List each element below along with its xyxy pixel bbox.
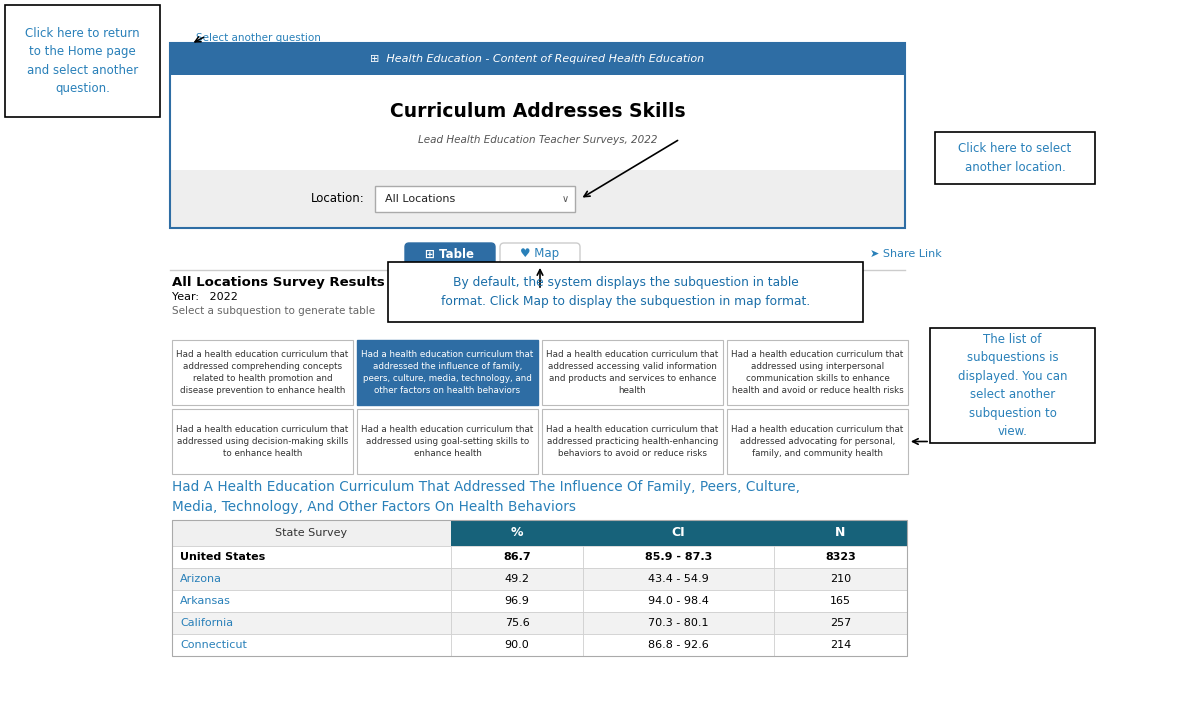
Text: 49.2: 49.2 <box>504 574 529 584</box>
Text: 86.7: 86.7 <box>503 552 531 562</box>
Bar <box>451 634 583 656</box>
Text: 86.8 - 92.6: 86.8 - 92.6 <box>648 640 709 650</box>
Text: 257: 257 <box>829 618 851 628</box>
Text: %: % <box>510 526 523 539</box>
FancyBboxPatch shape <box>405 243 495 265</box>
Text: ♥ Map: ♥ Map <box>521 248 559 261</box>
Bar <box>583 546 774 568</box>
Text: California: California <box>180 618 233 628</box>
Text: Lead Health Education Teacher Surveys, 2022: Lead Health Education Teacher Surveys, 2… <box>418 134 657 144</box>
Bar <box>170 43 905 75</box>
Text: 70.3 - 80.1: 70.3 - 80.1 <box>648 618 709 628</box>
Bar <box>583 590 774 612</box>
Bar <box>375 186 575 212</box>
Bar <box>172 590 451 612</box>
Text: 94.0 - 98.4: 94.0 - 98.4 <box>648 596 709 606</box>
Text: State Survey: State Survey <box>275 528 348 538</box>
Text: United States: United States <box>180 552 265 562</box>
Bar <box>357 340 538 405</box>
Text: 165: 165 <box>831 596 851 606</box>
Bar <box>451 590 583 612</box>
Text: Year:   2022: Year: 2022 <box>172 292 238 302</box>
Text: 85.9 - 87.3: 85.9 - 87.3 <box>645 552 712 562</box>
Text: 96.9: 96.9 <box>504 596 529 606</box>
Text: Had a health education curriculum that
addressed comprehending concepts
related : Had a health education curriculum that a… <box>177 350 349 395</box>
Bar <box>451 612 583 634</box>
Text: 210: 210 <box>831 574 851 584</box>
Text: 8323: 8323 <box>825 552 856 562</box>
Bar <box>451 568 583 590</box>
Text: ∨: ∨ <box>562 194 569 204</box>
Bar <box>451 546 583 568</box>
Bar <box>172 409 353 474</box>
Text: 43.4 - 54.9: 43.4 - 54.9 <box>648 574 709 584</box>
Bar <box>774 612 907 634</box>
Text: Arkansas: Arkansas <box>180 596 231 606</box>
Text: Select another question: Select another question <box>196 33 321 43</box>
Text: Had a health education curriculum that
addressed practicing health-enhancing
beh: Had a health education curriculum that a… <box>546 425 718 458</box>
Bar <box>172 612 451 634</box>
Bar <box>774 520 907 546</box>
Text: Select a subquestion to generate table: Select a subquestion to generate table <box>172 306 375 316</box>
Bar <box>388 262 863 322</box>
Bar <box>172 568 451 590</box>
Text: Location:: Location: <box>311 192 364 205</box>
Bar <box>172 546 451 568</box>
Bar <box>172 520 451 546</box>
Text: 214: 214 <box>829 640 851 650</box>
Bar <box>774 590 907 612</box>
Text: Connecticut: Connecticut <box>180 640 247 650</box>
Bar <box>583 612 774 634</box>
Text: Had a health education curriculum that
addressed accessing valid information
and: Had a health education curriculum that a… <box>546 350 718 395</box>
Bar <box>930 328 1095 443</box>
Text: Curriculum Addresses Skills: Curriculum Addresses Skills <box>390 102 685 121</box>
Text: 90.0: 90.0 <box>504 640 529 650</box>
Text: All Locations Survey Results: All Locations Survey Results <box>172 276 385 289</box>
Bar <box>172 634 451 656</box>
Bar <box>543 409 723 474</box>
Bar <box>583 568 774 590</box>
Bar <box>727 340 908 405</box>
Text: Had A Health Education Curriculum That Addressed The Influence Of Family, Peers,: Had A Health Education Curriculum That A… <box>172 480 799 513</box>
Text: ⊞  Health Education - Content of Required Health Education: ⊞ Health Education - Content of Required… <box>370 54 705 64</box>
Text: ⊞ Table: ⊞ Table <box>425 248 474 261</box>
Text: Had a health education curriculum that
addressed advocating for personal,
family: Had a health education curriculum that a… <box>731 425 903 458</box>
Bar <box>934 132 1095 184</box>
Text: Click here to return
to the Home page
and select another
question.: Click here to return to the Home page an… <box>25 27 140 95</box>
Bar <box>170 75 905 170</box>
Bar <box>172 520 907 656</box>
Text: All Locations: All Locations <box>385 194 455 204</box>
Bar <box>583 520 774 546</box>
Text: N: N <box>835 526 846 539</box>
Text: ➤ Share Link: ➤ Share Link <box>870 249 942 259</box>
Text: CI: CI <box>672 526 685 539</box>
Text: Arizona: Arizona <box>180 574 222 584</box>
Bar <box>451 520 583 546</box>
Bar <box>774 568 907 590</box>
Text: Had a health education curriculum that
addressed using goal-setting skills to
en: Had a health education curriculum that a… <box>361 425 534 458</box>
Bar <box>170 170 905 228</box>
Bar <box>727 409 908 474</box>
Bar <box>774 546 907 568</box>
Text: Had a health education curriculum that
addressed using decision-making skills
to: Had a health education curriculum that a… <box>177 425 349 458</box>
Bar <box>583 634 774 656</box>
Bar <box>774 634 907 656</box>
Bar <box>357 409 538 474</box>
Text: The list of
subquestions is
displayed. You can
select another
subquestion to
vie: The list of subquestions is displayed. Y… <box>957 332 1067 438</box>
Text: Had a health education curriculum that
addressed the influence of family,
peers,: Had a health education curriculum that a… <box>361 350 534 395</box>
Bar <box>170 43 905 228</box>
Bar <box>5 5 160 117</box>
Text: 75.6: 75.6 <box>504 618 529 628</box>
Text: By default, the system displays the subquestion in table
format. Click Map to di: By default, the system displays the subq… <box>441 276 810 308</box>
Bar <box>172 340 353 405</box>
FancyBboxPatch shape <box>500 243 580 265</box>
Text: Click here to select
another location.: Click here to select another location. <box>958 142 1072 174</box>
Bar <box>543 340 723 405</box>
Text: Had a health education curriculum that
addressed using interpersonal
communicati: Had a health education curriculum that a… <box>731 350 903 395</box>
